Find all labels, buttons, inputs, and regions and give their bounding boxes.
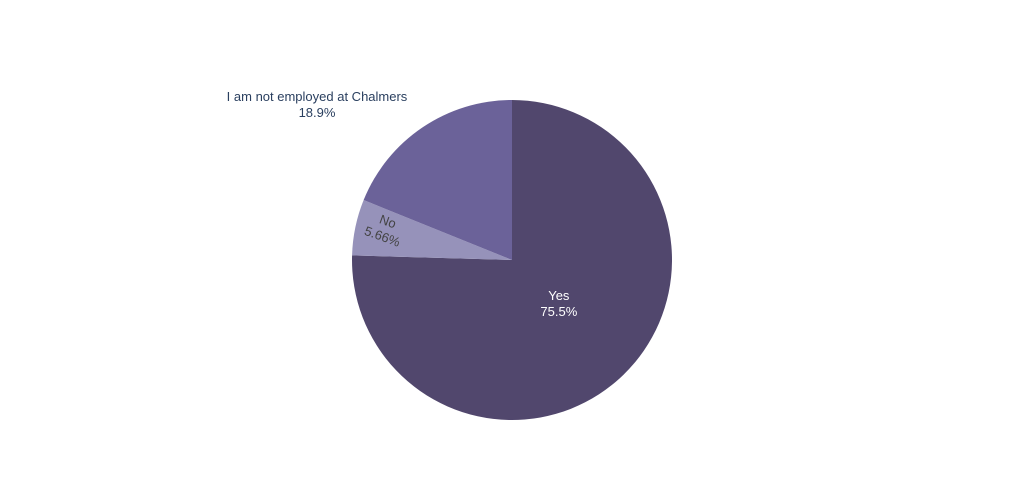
- slice-label-percent: 18.9%: [299, 105, 336, 120]
- pie-labels: Yes 75.5%No5.66%I am not employed at Chal…: [227, 89, 578, 319]
- slice-label-i-am-not-employed-at-chalmers: I am not employed at Chalmers 18.9%: [227, 89, 408, 120]
- slice-label-percent: 75.5%: [540, 304, 577, 319]
- slice-label-yes: Yes 75.5%: [540, 288, 577, 319]
- slice-label-category: I am not employed at Chalmers: [227, 89, 408, 104]
- pie-slice-yes: [352, 99, 673, 420]
- pie-slices: [352, 99, 673, 420]
- pie-slice-no: [352, 200, 512, 260]
- slice-label-category: Yes: [548, 288, 570, 303]
- slice-label-category: No: [377, 211, 398, 231]
- pie-slice-i-am-not-employed-at-chalmers: [363, 100, 512, 260]
